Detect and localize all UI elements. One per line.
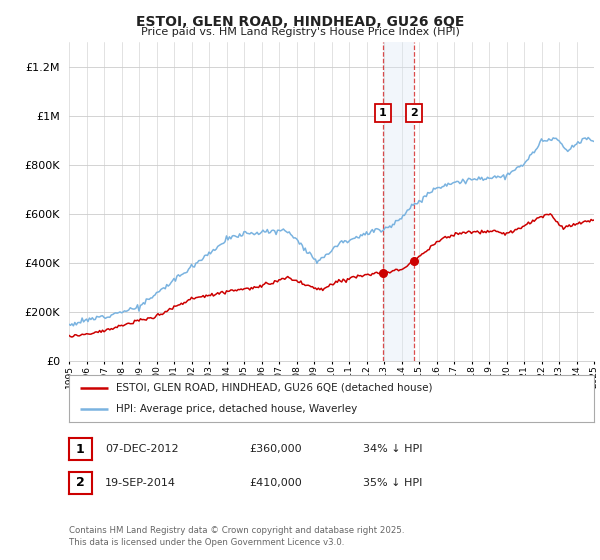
Bar	[383, 42, 414, 361]
Text: 1: 1	[379, 108, 386, 118]
Text: £410,000: £410,000	[249, 478, 302, 488]
Text: 1: 1	[76, 442, 85, 456]
Text: 07-DEC-2012: 07-DEC-2012	[105, 444, 179, 454]
Text: 2: 2	[76, 476, 85, 489]
Text: Contains HM Land Registry data © Crown copyright and database right 2025.
This d: Contains HM Land Registry data © Crown c…	[69, 526, 404, 547]
Text: Price paid vs. HM Land Registry's House Price Index (HPI): Price paid vs. HM Land Registry's House …	[140, 27, 460, 38]
Text: 19-SEP-2014: 19-SEP-2014	[105, 478, 176, 488]
Text: 34% ↓ HPI: 34% ↓ HPI	[363, 444, 422, 454]
Text: HPI: Average price, detached house, Waverley: HPI: Average price, detached house, Wave…	[116, 404, 358, 414]
Text: 2: 2	[410, 108, 418, 118]
Text: ESTOI, GLEN ROAD, HINDHEAD, GU26 6QE: ESTOI, GLEN ROAD, HINDHEAD, GU26 6QE	[136, 15, 464, 29]
Text: ESTOI, GLEN ROAD, HINDHEAD, GU26 6QE (detached house): ESTOI, GLEN ROAD, HINDHEAD, GU26 6QE (de…	[116, 382, 433, 393]
Text: 35% ↓ HPI: 35% ↓ HPI	[363, 478, 422, 488]
Text: £360,000: £360,000	[249, 444, 302, 454]
